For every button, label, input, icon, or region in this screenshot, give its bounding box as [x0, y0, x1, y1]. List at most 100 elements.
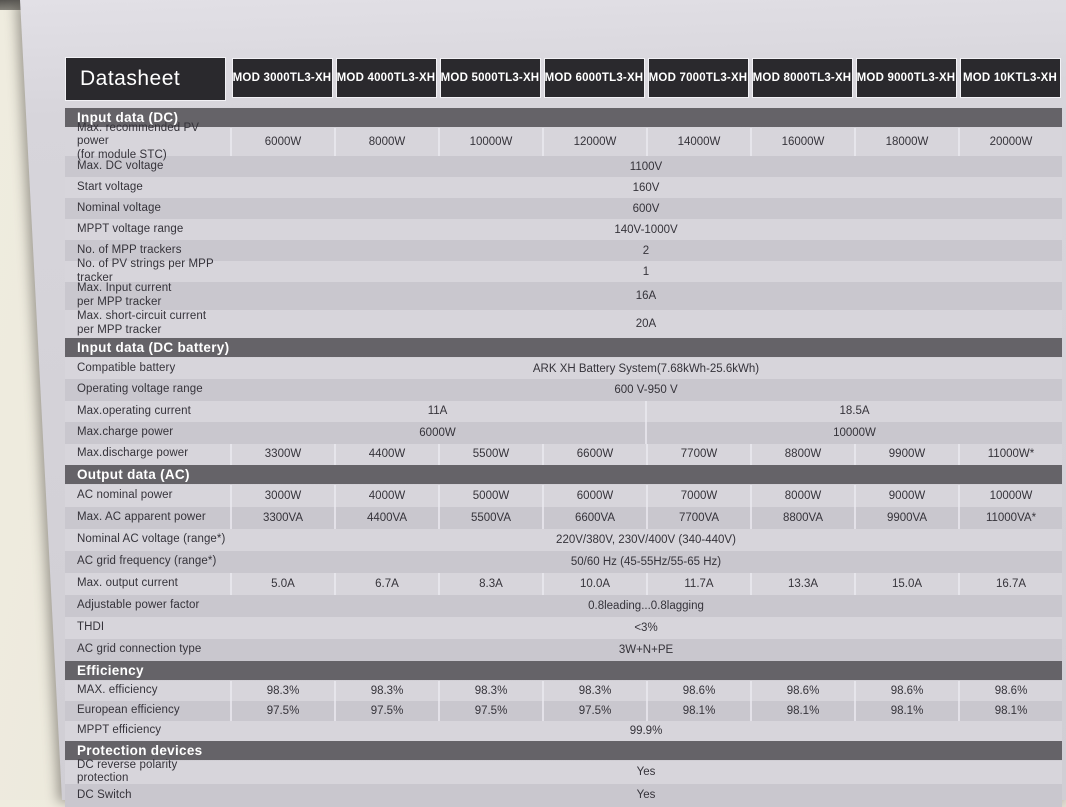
model-header-list: MOD 3000TL3-XH MOD 4000TL3-XH MOD 5000TL3-… [230, 57, 1062, 101]
row-label: AC grid frequency (range*) [77, 555, 217, 568]
row-value-span: 160V [632, 181, 660, 194]
row-value-cell: 98.6% [646, 680, 750, 701]
spec-row: Max.charge power 6000W 10000W [65, 422, 1062, 444]
row-values: 6000W 10000W [230, 422, 1062, 444]
spec-row: Max. DC voltage 1100V [65, 156, 1062, 177]
row-value-span: 140V-1000V [614, 223, 678, 236]
row-values: 3300W 4400W 5500W 6600W 7700W 8800W 9900W 11000… [230, 443, 1062, 465]
row-value-cell: 98.3% [542, 680, 646, 701]
spec-row: Max. recommended PV power (for module ST… [65, 122, 1062, 161]
table-body: Input data (DC) Max. recommended PV power… [65, 108, 1062, 807]
row-label: Operating voltage range [77, 383, 203, 396]
row-label: Adjustable power factor [77, 599, 200, 612]
row-value-cell: 18000W [854, 128, 958, 156]
spec-row: No. of PV strings per MPP tracker 1 [65, 257, 1062, 284]
section-bar: Protection devices [65, 740, 1062, 760]
row-value-span: <3% [634, 621, 658, 634]
row-label: European efficiency [77, 704, 180, 717]
model-header: MOD 10KTL3-XH [959, 58, 1061, 98]
row-value-cell: 98.3% [334, 680, 438, 701]
row-label: AC grid connection type [77, 643, 202, 656]
datasheet-table: Datasheet MOD 3000TL3-XH MOD 4000TL3-XH MO… [65, 57, 1062, 807]
row-label: Max.discharge power [77, 447, 189, 460]
row-value-cell: 8.3A [438, 572, 542, 595]
header-gap [65, 101, 1062, 108]
spec-row: Max.operating current 11A 18.5A [65, 400, 1062, 423]
row-values: 3000W 4000W 5000W 6000W 7000W 8000W 9000W 10000… [230, 484, 1062, 507]
row-value-cell: 3300VA [230, 506, 334, 529]
row-value-cell: 6600W [542, 443, 646, 465]
section-bar: Output data (AC) [65, 464, 1062, 484]
row-value-cell: 16.7A [958, 572, 1062, 595]
row-value-span: ARK XH Battery System(7.68kWh-25.6kWh) [532, 362, 760, 375]
row-label: Start voltage [77, 180, 143, 193]
row-label: DC reverse polarity protection [77, 758, 178, 785]
row-value-cell: 3000W [230, 484, 334, 507]
row-value-cell: 5000W [438, 484, 542, 507]
row-label: No. of MPP trackers [77, 243, 182, 256]
row-values: 0.8leading...0.8lagging [230, 595, 1062, 617]
row-value-cell: 7700VA [646, 506, 750, 529]
row-value-cell: 5500VA [438, 506, 542, 529]
row-values: 98.3% 98.3% 98.3% 98.3% 98.6% 98.6% 98.6% 98.6% [230, 680, 1062, 701]
row-label: No. of PV strings per MPP tracker [77, 257, 214, 284]
row-values: 140V-1000V [230, 219, 1062, 240]
row-values: ARK XH Battery System(7.68kWh-25.6kWh) [230, 358, 1062, 379]
row-value-cell: 5500W [438, 443, 542, 465]
row-value-cell: 98.1% [750, 700, 854, 721]
row-value-cell: 6000W [230, 128, 334, 156]
row-label: Nominal AC voltage (range*) [77, 533, 226, 546]
row-value-cell: 15.0A [854, 572, 958, 595]
row-values: 3W+N+PE [230, 639, 1062, 661]
row-values: 3300VA 4400VA 5500VA 6600VA 7700VA 8800VA 9900… [230, 506, 1062, 529]
row-values: 16A [230, 282, 1062, 310]
row-value-span: 600V [632, 202, 660, 215]
spec-row: Compatible battery ARK XH Battery System(… [65, 358, 1062, 380]
row-value-cell: 98.1% [854, 700, 958, 721]
row-value-half: 10000W [645, 422, 1062, 444]
row-values: 5.0A 6.7A 8.3A 10.0A 11.7A 13.3A 15.0A 16.7A [230, 572, 1062, 595]
row-value-cell: 4400W [334, 443, 438, 465]
row-label: Max.operating current [77, 404, 191, 417]
row-value-span: Yes [636, 766, 656, 779]
spec-row: Operating voltage range 600 V-950 V [65, 379, 1062, 401]
spec-row: Nominal AC voltage (range*) 220V/380V, 23… [65, 528, 1062, 551]
row-label: MPPT efficiency [77, 724, 162, 737]
row-value-cell: 12000W [542, 128, 646, 156]
row-value-cell: 3300W [230, 443, 334, 465]
row-value-cell: 10000W [958, 484, 1062, 507]
row-label: Max.charge power [77, 426, 174, 439]
spec-row: DC reverse polarity protection Yes [65, 758, 1062, 785]
row-values: 1100V [230, 156, 1062, 177]
row-value-cell: 98.3% [438, 680, 542, 701]
row-value-cell: 8000W [750, 484, 854, 507]
section-bar: Input data (DC battery) [65, 338, 1062, 357]
table-header-row: Datasheet MOD 3000TL3-XH MOD 4000TL3-XH MO… [65, 57, 1062, 101]
row-value-cell: 4400VA [334, 506, 438, 529]
row-value-cell: 98.1% [646, 700, 750, 721]
row-value-cell: 98.6% [750, 680, 854, 701]
row-value-cell: 9900VA [854, 506, 958, 529]
row-values: Yes [230, 761, 1062, 784]
row-label: Nominal voltage [77, 201, 161, 214]
row-values: 97.5% 97.5% 97.5% 97.5% 98.1% 98.1% 98.1% 98.1% [230, 700, 1062, 721]
row-label: Max. short-circuit current per MPP track… [77, 310, 207, 336]
row-value-span: Yes [636, 789, 656, 802]
row-label: Max. DC voltage [77, 159, 164, 172]
row-value-cell: 7700W [646, 443, 750, 465]
row-value-cell: 8800W [750, 443, 854, 465]
row-value-span: 50/60 Hz (45-55Hz/55-65 Hz) [570, 555, 722, 568]
model-header: MOD 6000TL3-XH [543, 58, 645, 98]
row-label: THDI [77, 621, 105, 634]
row-value-span: 2 [642, 244, 650, 257]
row-value-cell: 16000W [750, 128, 854, 156]
spec-row: AC nominal power 3000W 4000W 5000W 6000W 7000… [65, 484, 1062, 507]
row-label: Max. output current [77, 577, 178, 590]
spec-row: MAX. efficiency 98.3% 98.3% 98.3% 98.3% 98.6%… [65, 680, 1062, 701]
row-value-span: 1100V [629, 160, 663, 173]
row-value-cell: 98.6% [854, 680, 958, 701]
row-value-cell: 9000W [854, 484, 958, 507]
row-value-span: 99.9% [629, 724, 663, 737]
row-value-half: 11A [427, 405, 448, 418]
model-header: MOD 9000TL3-XH [855, 58, 957, 98]
